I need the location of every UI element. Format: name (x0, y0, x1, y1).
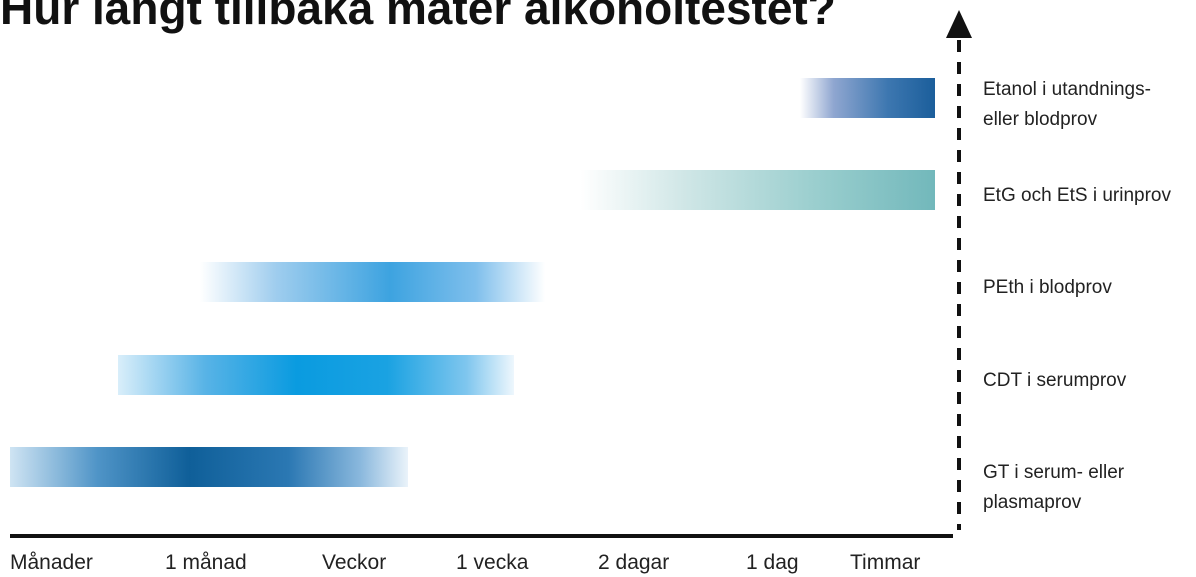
tick-label: 1 vecka (456, 551, 529, 574)
now-dashed-axis (957, 40, 961, 530)
up-arrow-icon (946, 10, 972, 38)
label-cdt: CDT i serumprov (983, 370, 1127, 391)
bar-etanol (800, 78, 935, 118)
label-etanol: Etanol i utandnings- eller blodprov (983, 79, 1151, 130)
diagram-title: Hur långt tillbaka mäter alkoholtestet? (0, 0, 836, 34)
tick-label: Veckor (322, 551, 387, 574)
bar-peth (200, 262, 545, 302)
tick-label: 1 dag (746, 551, 799, 574)
bar-cdt (118, 355, 514, 395)
tick-label: Månader (10, 551, 93, 574)
tick-label: 2 dagar (598, 551, 670, 574)
label-peth: PEth i blodprov (983, 277, 1112, 298)
bar-etg-ets (580, 170, 935, 210)
time-axis-line (10, 534, 953, 538)
label-etg-ets: EtG och EtS i urinprov (983, 185, 1171, 206)
bar-gt (10, 447, 408, 487)
label-gt: GT i serum- eller plasmaprov (983, 462, 1125, 513)
tick-label: 1 månad (165, 551, 247, 574)
tick-label: Timmar (850, 551, 921, 574)
